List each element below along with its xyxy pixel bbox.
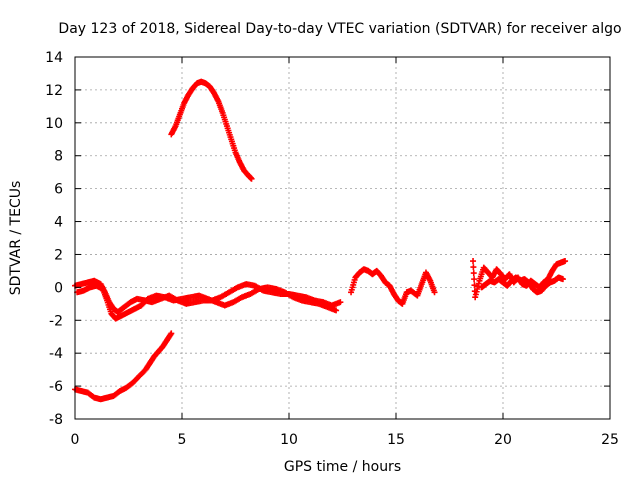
chart-title: Day 123 of 2018, Sidereal Day-to-day VTE… (58, 21, 621, 37)
y-tick-label: 8 (54, 149, 63, 165)
data-point-marker (471, 282, 478, 289)
data-point-marker (248, 175, 255, 182)
x-tick-label: 20 (494, 432, 512, 448)
data-point-marker (471, 276, 478, 283)
series-after-18h-lower (478, 274, 566, 296)
y-tick-label: -8 (49, 412, 63, 428)
x-tick-label: 25 (601, 432, 619, 448)
x-tick-label: 15 (387, 432, 405, 448)
y-tick-label: 6 (54, 182, 63, 198)
y-tick-label: 12 (45, 83, 63, 99)
y-tick-label: 4 (54, 215, 63, 231)
y-tick-label: 2 (54, 247, 63, 263)
series-high-arc (168, 78, 255, 182)
data-point-marker (470, 264, 477, 271)
y-tick-label: 10 (45, 116, 63, 132)
y-tick-label: -2 (49, 313, 63, 329)
data-point-marker (337, 299, 344, 306)
x-axis-label: GPS time / hours (284, 459, 401, 475)
x-tick-label: 10 (280, 432, 298, 448)
data-point-marker (168, 330, 175, 337)
data-point-marker (431, 289, 438, 296)
series-after-13h (348, 266, 438, 307)
y-tick-label: -6 (49, 379, 63, 395)
y-tick-label: 0 (54, 280, 63, 296)
y-tick-label: 14 (45, 50, 63, 66)
data-point-marker (470, 258, 477, 265)
x-tick-label: 0 (71, 432, 80, 448)
data-point-marker (333, 307, 340, 314)
axis-ticks: 0 5 10 15 20 25 -8 -6 -4 -2 0 2 4 6 8 10 12 14 (45, 50, 619, 448)
data-markers (72, 78, 569, 403)
grid-lines (75, 57, 610, 419)
data-point-marker (559, 276, 566, 283)
y-axis-label: SDTVAR / TECUs (8, 181, 24, 296)
y-tick-label: -4 (49, 346, 63, 362)
series-negative-rise (72, 330, 175, 403)
series-near-zero-b (74, 282, 340, 322)
x-tick-label: 5 (178, 432, 187, 448)
data-point-marker (562, 258, 569, 265)
plot-frame (74, 56, 611, 420)
data-point-marker (470, 270, 477, 277)
